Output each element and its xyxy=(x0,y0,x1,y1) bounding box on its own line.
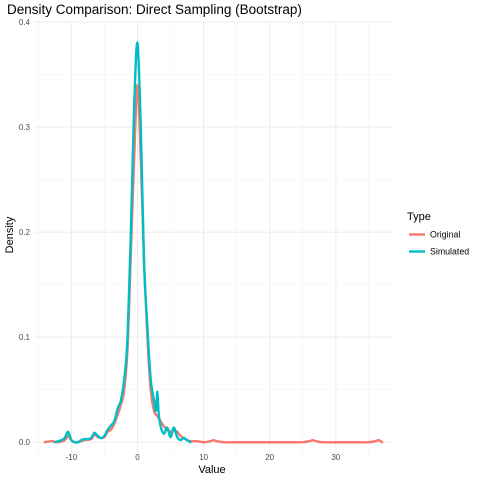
x-tick-label: 10 xyxy=(199,453,208,462)
x-tick-label: 30 xyxy=(331,453,340,462)
x-axis-ticks: -10 0 10 20 30 xyxy=(66,453,341,462)
legend-label-original: Original xyxy=(430,230,460,240)
chart-title: Density Comparison: Direct Sampling (Boo… xyxy=(7,2,302,17)
legend-label-simulated: Simulated xyxy=(430,247,469,257)
y-tick-label: 0.0 xyxy=(19,438,31,447)
series-line-simulated xyxy=(53,41,192,444)
y-tick-label: 0.2 xyxy=(19,228,31,237)
x-tick-label: -10 xyxy=(66,453,78,462)
y-tick-label: 0.4 xyxy=(19,18,31,27)
legend-entries: Original Simulated xyxy=(409,230,469,257)
grid xyxy=(35,21,392,458)
x-tick-label: 20 xyxy=(265,453,274,462)
legend-title: Type xyxy=(407,211,431,223)
series-layer xyxy=(43,41,384,444)
x-axis-title: Value xyxy=(198,464,225,476)
x-tick-label: 0 xyxy=(135,453,140,462)
y-tick-label: 0.1 xyxy=(19,333,31,342)
legend: Type Original Simulated xyxy=(407,211,469,257)
y-axis-ticks: 0.0 0.1 0.2 0.3 0.4 xyxy=(19,18,31,447)
y-tick-label: 0.3 xyxy=(19,123,31,132)
y-axis-title: Density xyxy=(4,216,16,253)
series-line-original xyxy=(43,83,384,444)
